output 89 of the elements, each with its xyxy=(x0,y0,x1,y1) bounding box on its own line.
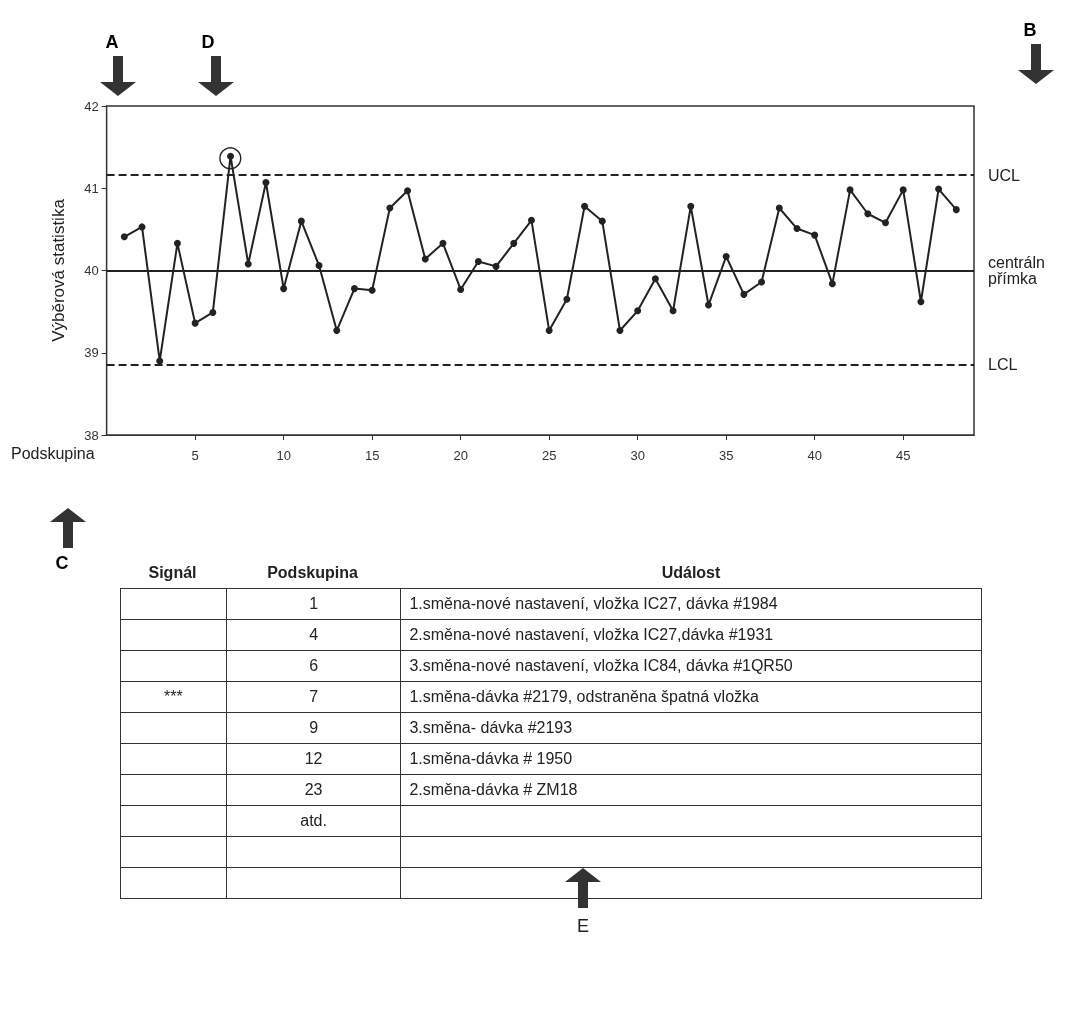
point xyxy=(439,239,447,247)
point xyxy=(722,253,730,261)
point xyxy=(510,239,518,247)
x-tick-label: 20 xyxy=(453,448,468,463)
point xyxy=(616,327,624,335)
point xyxy=(669,307,677,315)
text: 9 xyxy=(309,719,319,736)
category-label: Podskupina xyxy=(266,564,359,583)
x-tick-label: 35 xyxy=(718,448,734,463)
point xyxy=(952,206,960,214)
x-tick-label: 25 xyxy=(541,448,557,463)
text: 2.směna-dávka # ZM18 xyxy=(409,781,578,798)
text: atd. xyxy=(300,812,327,829)
point xyxy=(758,278,766,286)
x-tick-label: 45 xyxy=(895,448,911,463)
point xyxy=(704,301,712,309)
text: 1.směna-nové nastavení, vložka IC27, dávka #1984 xyxy=(409,595,778,612)
ref-line-label: UCL xyxy=(988,166,1021,184)
point xyxy=(244,260,252,268)
point xyxy=(209,308,217,316)
point xyxy=(740,290,748,298)
point xyxy=(333,327,341,335)
y-tick-label: 38 xyxy=(84,427,99,443)
point xyxy=(156,357,164,365)
text: 1.směna-dávka #2179, odstraněna špatná vložka xyxy=(409,688,759,705)
point xyxy=(687,202,695,210)
ref-line-label: LCL xyxy=(988,355,1018,373)
x-tick-label: 5 xyxy=(191,448,199,463)
text: 7 xyxy=(309,688,319,705)
category-label: Signál xyxy=(147,564,198,583)
point xyxy=(811,231,819,239)
point xyxy=(775,204,783,212)
annotation: ◯ xyxy=(218,143,244,170)
text: 3.směna- dávka #2193 xyxy=(409,719,573,736)
point xyxy=(899,186,907,194)
point xyxy=(864,210,872,218)
point xyxy=(527,216,535,224)
x-axis-title: Podskupina xyxy=(10,444,95,462)
point xyxy=(262,178,270,186)
point xyxy=(421,255,429,263)
point xyxy=(191,319,199,327)
point xyxy=(634,307,642,315)
y-tick-label: 40 xyxy=(84,263,99,278)
point xyxy=(315,262,323,270)
point xyxy=(651,275,659,283)
point xyxy=(280,285,288,293)
point xyxy=(404,187,412,195)
text: D xyxy=(201,32,215,53)
text: 12 xyxy=(304,750,323,767)
x-tick-label: 30 xyxy=(630,448,645,463)
point xyxy=(581,202,589,210)
point xyxy=(828,280,836,288)
point xyxy=(368,286,376,294)
point xyxy=(492,262,500,270)
ref-line-label: centráln přímka xyxy=(988,254,1050,287)
text: 3.směna-nové nastavení, vložka IC84, dávka #1QR50 xyxy=(409,657,793,674)
x-tick-label: 40 xyxy=(807,448,822,463)
point xyxy=(173,239,181,247)
text: 4 xyxy=(309,626,319,643)
point xyxy=(457,285,465,293)
point xyxy=(545,327,553,335)
point xyxy=(120,233,128,241)
point xyxy=(598,217,606,225)
text: 1 xyxy=(309,595,319,612)
x-tick-label: 10 xyxy=(276,448,291,463)
point xyxy=(563,295,571,303)
point xyxy=(935,185,943,193)
category-label: Událost xyxy=(660,564,722,583)
point xyxy=(846,186,854,194)
text: *** xyxy=(164,688,183,705)
text: 1.směna-dávka # 1950 xyxy=(409,750,573,767)
y-tick-label: 42 xyxy=(84,98,99,114)
text: E xyxy=(576,916,590,937)
point xyxy=(793,225,801,233)
point xyxy=(350,285,358,293)
y-tick-label: 41 xyxy=(84,180,99,196)
y-axis-title: Výběrová statistika xyxy=(48,198,68,342)
point xyxy=(917,298,925,306)
text: 23 xyxy=(304,781,323,798)
text: A xyxy=(105,32,119,53)
x-tick-label: 15 xyxy=(364,448,380,463)
text: C xyxy=(55,553,69,574)
text: 2.směna-nové nastavení, vložka IC27,dávka #1931 xyxy=(409,626,774,643)
y-tick-label: 39 xyxy=(84,345,99,361)
text: 6 xyxy=(309,657,319,674)
point xyxy=(297,217,305,225)
point xyxy=(474,257,482,265)
point xyxy=(882,219,889,227)
text: B xyxy=(1023,20,1037,41)
